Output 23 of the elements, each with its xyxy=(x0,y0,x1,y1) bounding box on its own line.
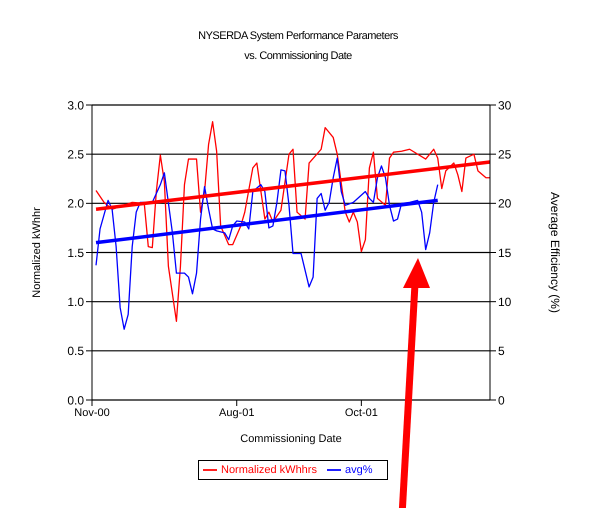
y-tick-label: 2.0 xyxy=(67,196,84,211)
legend-label: Normalized kWhhrs xyxy=(221,464,317,476)
y-tick-label: 1.5 xyxy=(67,246,84,260)
y2-tick-label: 10 xyxy=(498,294,512,309)
y2-tick-label: 30 xyxy=(498,98,512,112)
legend-label: avg% xyxy=(344,464,372,476)
y-tick-label: 0.0 xyxy=(67,393,84,408)
x-tick-label: Aug-01 xyxy=(218,406,254,419)
y2-tick-label: 0 xyxy=(498,393,505,408)
chart-title: NYSERDA System Performance Parameters vs. Commissioning Date xyxy=(197,29,399,64)
y2-tick-label: 15 xyxy=(498,246,512,260)
y2-axis-title: Average Efficiency (%) xyxy=(548,192,562,313)
y-tick-label: 0.5 xyxy=(67,344,84,358)
y-tick-label: 2.5 xyxy=(67,147,84,162)
x-axis-title: Commissioning Date xyxy=(240,433,342,445)
y2-tick-label: 5 xyxy=(498,344,505,358)
y-axis-title: Normalized kWhhr xyxy=(30,206,43,298)
x-tick-label: Oct-01 xyxy=(344,406,378,419)
y2-tick-label: 20 xyxy=(498,196,512,211)
x-tick-label: Nov-00 xyxy=(74,406,110,419)
y-tick-label: 1.0 xyxy=(67,294,84,309)
y2-tick-label: 25 xyxy=(498,147,512,162)
y-tick-label: 3.0 xyxy=(67,98,84,112)
